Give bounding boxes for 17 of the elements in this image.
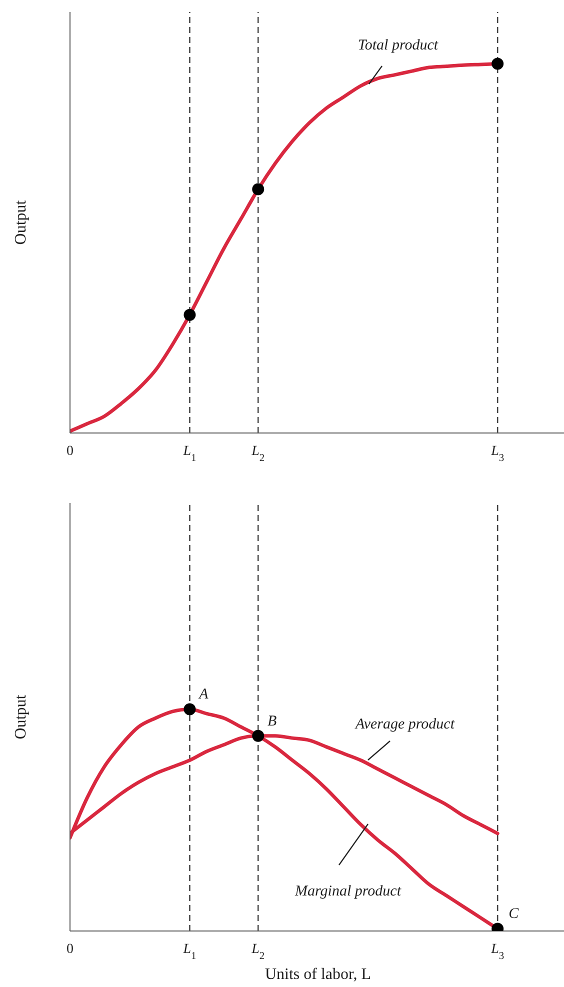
x-tick-label: L$_{2}$ [250,942,265,962]
x-tick-label: L$_{3}$ [490,444,504,464]
text: Total product [358,37,439,54]
x-tick-label: 0 [66,444,74,459]
y-axis-title: Output [12,200,30,245]
y-axis-title: Output [12,694,30,740]
x-tick-label: L$_{2}$ [250,444,265,464]
x-tick-label: L$_{3}$ [490,942,504,962]
x-tick-label: 0 [66,942,74,957]
annotation: Average product [354,716,456,732]
annotation: C [508,906,520,922]
x-tick-label: L$_{1}$ [182,942,196,962]
x-axis-title: Units of labor, L [264,966,372,983]
annotation: Marginal product [294,883,402,900]
x-tick-label: L$_{1}$ [182,444,196,464]
annotation: A [198,686,210,703]
annotation: B [268,713,277,730]
